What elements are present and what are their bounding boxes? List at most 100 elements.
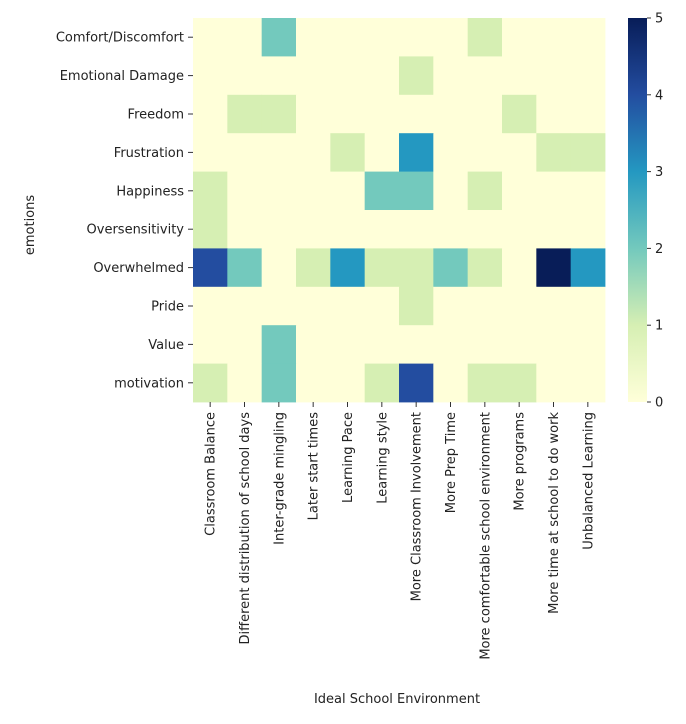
y-tick-label: motivation bbox=[114, 376, 184, 391]
y-tick-label: Oversensitivity bbox=[87, 223, 185, 238]
heatmap-cell bbox=[227, 171, 263, 211]
heatmap-cell bbox=[330, 171, 366, 211]
heatmap-cell bbox=[261, 248, 297, 288]
heatmap-cells bbox=[193, 18, 606, 403]
colorbar: 0 1 2 3 4 5 bbox=[628, 12, 663, 411]
heatmap-cell bbox=[536, 210, 572, 249]
heatmap-cell bbox=[364, 56, 400, 96]
heatmap-cell bbox=[227, 56, 263, 96]
x-tick-label: Learning Pace bbox=[341, 412, 356, 503]
heatmap-cell bbox=[399, 286, 434, 326]
heatmap-cell bbox=[193, 210, 228, 249]
heatmap-cell bbox=[193, 171, 228, 211]
x-tick-label: Different distribution of school days bbox=[238, 412, 253, 645]
heatmap-cell bbox=[330, 56, 366, 96]
heatmap-cell bbox=[467, 248, 503, 288]
heatmap-cell bbox=[364, 363, 400, 403]
heatmap-cell bbox=[570, 133, 606, 172]
heatmap-cell bbox=[261, 171, 297, 211]
heatmap-cell bbox=[536, 56, 572, 96]
heatmap-cell bbox=[399, 325, 434, 364]
heatmap-cell bbox=[296, 325, 331, 364]
heatmap-cell bbox=[467, 171, 503, 211]
heatmap-cell bbox=[330, 248, 366, 288]
heatmap-cell bbox=[296, 363, 331, 403]
heatmap-cell bbox=[261, 363, 297, 403]
heatmap-cell bbox=[467, 56, 503, 96]
heatmap-cell bbox=[227, 286, 263, 326]
heatmap-cell bbox=[296, 248, 331, 288]
y-tick-label: Comfort/Discomfort bbox=[56, 31, 184, 46]
heatmap-cell bbox=[193, 18, 228, 57]
heatmap-cell bbox=[570, 210, 606, 249]
heatmap-cell bbox=[433, 248, 469, 288]
heatmap-cell bbox=[330, 363, 366, 403]
colorbar-tick-label: 5 bbox=[655, 12, 663, 27]
heatmap-cell bbox=[193, 325, 228, 364]
heatmap-cell bbox=[536, 363, 572, 403]
heatmap-cell bbox=[227, 248, 263, 288]
heatmap-cell bbox=[399, 363, 434, 403]
heatmap-cell bbox=[364, 133, 400, 172]
heatmap-cell bbox=[433, 56, 469, 96]
heatmap-cell bbox=[330, 133, 366, 172]
heatmap-cell bbox=[193, 286, 228, 326]
heatmap-cell bbox=[570, 325, 606, 364]
y-tick-label: Emotional Damage bbox=[60, 69, 184, 84]
heatmap-cell bbox=[330, 325, 366, 364]
heatmap-cell bbox=[536, 133, 572, 172]
heatmap-cell bbox=[502, 210, 537, 249]
heatmap-cell bbox=[570, 363, 606, 403]
heatmap-cell bbox=[261, 286, 297, 326]
x-tick-label: Unbalanced Learning bbox=[581, 412, 596, 550]
heatmap-cell bbox=[364, 286, 400, 326]
heatmap-cell bbox=[467, 18, 503, 57]
heatmap-cell bbox=[296, 171, 331, 211]
heatmap-cell bbox=[193, 133, 228, 172]
heatmap-cell bbox=[399, 171, 434, 211]
heatmap-cell bbox=[433, 210, 469, 249]
colorbar-tick-label: 1 bbox=[655, 319, 663, 334]
heatmap-cell bbox=[261, 94, 297, 134]
x-tick-label: More Classroom Involvement bbox=[410, 412, 425, 601]
heatmap-cell bbox=[399, 56, 434, 96]
heatmap-cell bbox=[399, 94, 434, 134]
x-tick-label: More time at school to do work bbox=[547, 412, 562, 614]
heatmap-cell bbox=[399, 18, 434, 57]
heatmap-cell bbox=[502, 18, 537, 57]
heatmap-cell bbox=[227, 18, 263, 57]
heatmap-cell bbox=[433, 286, 469, 326]
y-tick-labels: Comfort/Discomfort Emotional Damage Freedo… bbox=[56, 31, 193, 391]
heatmap-cell bbox=[330, 210, 366, 249]
heatmap-cell bbox=[536, 248, 572, 288]
heatmap-cell bbox=[227, 325, 263, 364]
heatmap-cell bbox=[261, 133, 297, 172]
heatmap-cell bbox=[536, 171, 572, 211]
heatmap-cell bbox=[364, 210, 400, 249]
heatmap-cell bbox=[330, 18, 366, 57]
y-tick-label: Overwhelmed bbox=[93, 261, 184, 276]
heatmap-cell bbox=[570, 248, 606, 288]
heatmap-cell bbox=[227, 94, 263, 134]
heatmap-cell bbox=[364, 325, 400, 364]
x-tick-label: Later start times bbox=[307, 412, 322, 521]
heatmap-cell bbox=[502, 56, 537, 96]
x-tick-label: Classroom Balance bbox=[204, 412, 219, 536]
heatmap-cell bbox=[536, 325, 572, 364]
heatmap-cell bbox=[433, 18, 469, 57]
heatmap-cell bbox=[296, 56, 331, 96]
heatmap-cell bbox=[227, 210, 263, 249]
y-tick-label: Pride bbox=[151, 300, 184, 315]
heatmap-cell bbox=[193, 94, 228, 134]
heatmap-cell bbox=[467, 210, 503, 249]
heatmap-cell bbox=[467, 94, 503, 134]
x-tick-label: Inter-grade mingling bbox=[272, 412, 287, 545]
heatmap-cell bbox=[296, 94, 331, 134]
heatmap-cell bbox=[502, 133, 537, 172]
heatmap-cell bbox=[433, 94, 469, 134]
heatmap-cell bbox=[261, 210, 297, 249]
heatmap-cell bbox=[296, 133, 331, 172]
y-tick-label: Frustration bbox=[114, 146, 184, 161]
heatmap-cell bbox=[536, 18, 572, 57]
heatmap-cell bbox=[570, 171, 606, 211]
